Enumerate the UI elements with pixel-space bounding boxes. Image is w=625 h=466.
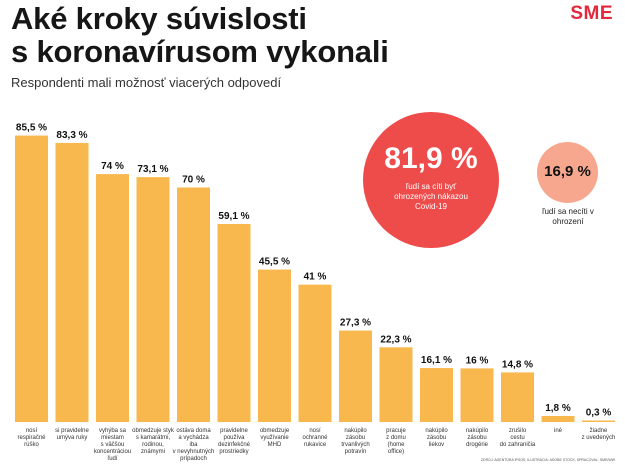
title-line-1: Aké kroky súvislosti <box>11 1 307 36</box>
bar-10 <box>420 368 453 422</box>
bar-value-label-9: 22,3 % <box>380 334 411 345</box>
chart-subtitle: Respondenti mali možnosť viacerých odpov… <box>11 75 282 90</box>
bar-value-label-4: 70 % <box>182 175 205 186</box>
bar-value-label-6: 45,5 % <box>259 257 290 268</box>
bar-14 <box>582 420 615 422</box>
bar-value-label-3: 73,1 % <box>137 164 168 175</box>
bar-13 <box>541 415 575 422</box>
bar-value-label-1: 83,3 % <box>56 130 87 141</box>
bar-value-label-12: 14,8 % <box>502 359 533 370</box>
category-label-2: vyhýba sa miestam s väčšou koncentráciou ľud… <box>94 428 131 462</box>
big-highlight-value: 81,9 % <box>384 142 478 175</box>
bar-value-label-0: 85,5 % <box>16 123 47 134</box>
bar-value-label-8: 27,3 % <box>340 318 371 329</box>
bar-value-label-2: 74 % <box>101 161 124 172</box>
bar-7 <box>298 284 332 422</box>
bar-0 <box>15 135 48 422</box>
category-label-11: nakúpilo zásobu drogérie <box>466 428 489 448</box>
title-line-2: s koronavírusom vykonali <box>11 34 389 69</box>
bar-3 <box>136 177 170 422</box>
small-highlight-label: ľudí sa necíti v ohrození <box>542 207 594 226</box>
bar-value-label-7: 41 % <box>304 272 327 283</box>
source-note: ZDROJ: AGENTÚRA IPSOS, ILUSTRÁCIA: ADOBE… <box>480 458 615 462</box>
bar-value-label-13: 1,8 % <box>545 403 571 414</box>
category-label-0: nosí respiračné rúško <box>17 428 46 448</box>
category-label-12: zrušilo cestu do zahraničia <box>500 428 536 448</box>
bar-value-label-5: 59,1 % <box>218 211 249 222</box>
big-highlight-label: ľudí sa cíti byť ohrozených nákazou Covi… <box>394 182 468 211</box>
category-label-9: pracuje z domu (home office) <box>386 428 406 455</box>
bar-1 <box>55 142 89 422</box>
category-label-7: nosí ochranné rukavice <box>302 428 328 448</box>
bar-6 <box>258 269 291 422</box>
category-label-13: iné <box>554 428 563 434</box>
bar-value-label-11: 16 % <box>466 355 489 366</box>
sme-logo: SME <box>570 3 613 24</box>
category-label-6: obmedzuje využívanie MHD <box>260 428 290 448</box>
bar-12 <box>501 372 534 422</box>
bar-9 <box>379 347 413 422</box>
category-label-10: nakúpilo zásobu liekov <box>425 428 448 448</box>
category-label-14: žiadne z uvedených <box>582 428 616 441</box>
big-highlight-circle: 81,9 % ľudí sa cíti byť ohrozených nákaz… <box>363 112 499 248</box>
small-highlight-value: 16,9 % <box>544 163 591 180</box>
chart-title: Aké kroky súvislosti s koronavírusom vyk… <box>11 2 389 68</box>
category-label-3: obmedzuje styk s kamarátmi, rodinou, známym… <box>132 428 175 455</box>
category-label-1: si pravidelne umýva ruky <box>55 428 89 441</box>
bar-2 <box>96 174 129 422</box>
bar-5 <box>217 224 251 422</box>
category-label-4: ostáva doma a vychádza iba v nevyhnutných pr… <box>173 428 215 462</box>
bar-8 <box>339 330 372 422</box>
bar-value-label-14: 0,3 % <box>586 408 612 419</box>
bar-11 <box>460 368 494 422</box>
category-label-8: nakúpilo zásobu trvanlivých potravín <box>341 428 369 455</box>
bar-value-label-10: 16,1 % <box>421 355 452 366</box>
bar-4 <box>177 187 210 422</box>
small-highlight-circle: 16,9 % <box>537 142 598 203</box>
category-label-5: pravidelne používa dezinfekčné prostriedky <box>218 428 251 455</box>
